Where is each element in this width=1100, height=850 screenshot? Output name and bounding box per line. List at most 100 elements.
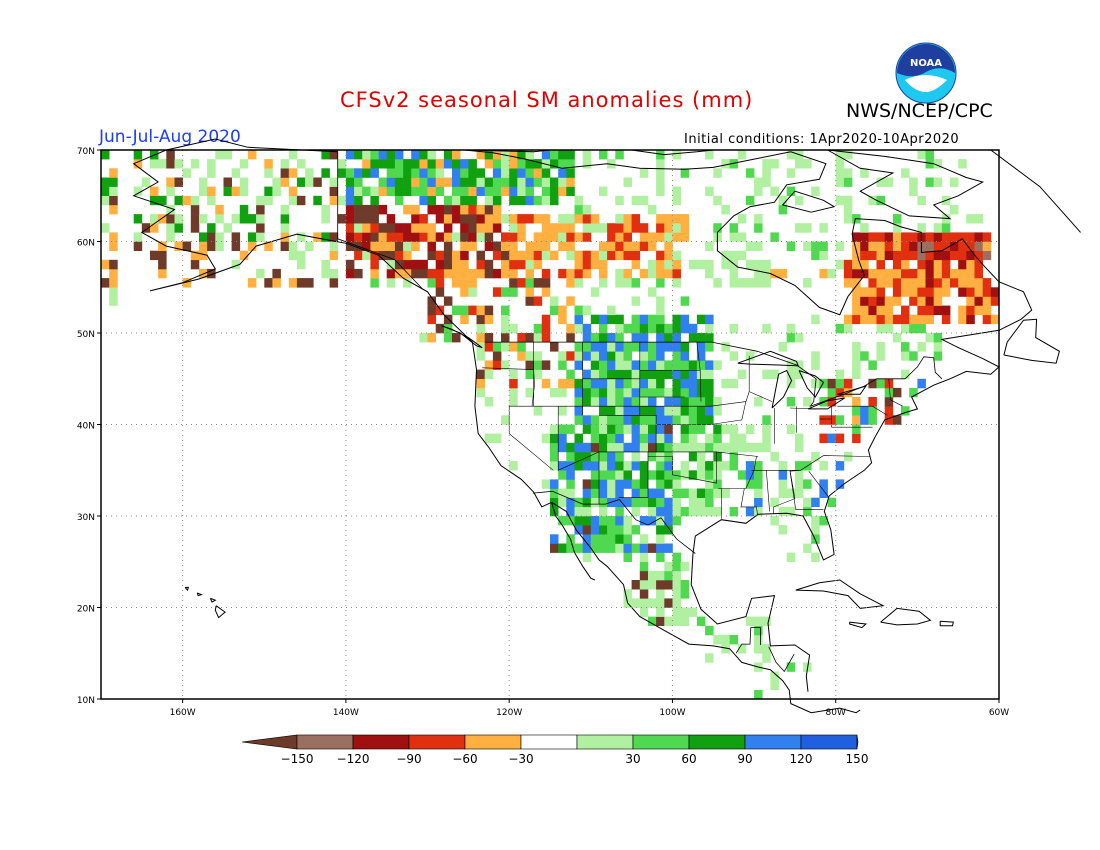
anomaly-cell <box>590 488 600 498</box>
anomaly-cell <box>345 195 355 206</box>
anomaly-cell <box>460 314 469 325</box>
anomaly-cell <box>550 250 559 261</box>
anomaly-cell <box>288 195 298 206</box>
coastlines <box>132 138 1081 714</box>
anomaly-cell <box>550 305 559 316</box>
anomaly-cell <box>933 287 943 297</box>
anomaly-cell <box>492 150 502 160</box>
anomaly-cell <box>615 543 624 553</box>
anomaly-cell <box>794 369 804 379</box>
anomaly-cell <box>868 415 877 425</box>
anomaly-cell <box>754 635 763 645</box>
anomaly-cell <box>492 360 502 370</box>
anomaly-cell <box>884 296 894 306</box>
anomaly-cell <box>925 268 934 279</box>
anomaly-cell <box>729 461 739 471</box>
anomaly-cell <box>615 415 624 425</box>
anomaly-cell <box>713 424 722 434</box>
anomaly-cell <box>427 232 436 242</box>
anomaly-cell <box>737 150 747 160</box>
anomaly-cell <box>705 461 714 471</box>
anomaly-cell <box>362 186 371 196</box>
anomaly-cell <box>590 415 600 425</box>
anomaly-cell <box>566 150 575 160</box>
anomaly-cell <box>868 406 877 416</box>
anomaly-cell <box>656 442 665 453</box>
anomaly-cell <box>223 150 232 160</box>
state-border <box>557 406 600 505</box>
legend-tick-label: 150 <box>846 752 869 766</box>
anomaly-cell <box>909 296 918 306</box>
anomaly-cell <box>476 369 485 379</box>
anomaly-cell <box>648 241 657 251</box>
anomaly-cell <box>452 159 461 169</box>
anomaly-cell <box>582 451 592 462</box>
anomaly-cell <box>337 168 347 178</box>
anomaly-cell <box>101 278 110 288</box>
country-border <box>337 151 424 291</box>
anomaly-cell <box>566 378 575 389</box>
anomaly-cell <box>868 278 877 288</box>
anomaly-cell <box>599 223 608 233</box>
anomaly-cell <box>558 360 567 370</box>
anomaly-cell <box>631 451 641 462</box>
legend-tick-label: 120 <box>790 752 813 766</box>
anomaly-cell <box>550 424 559 434</box>
anomaly-cell <box>656 589 665 599</box>
anomaly-cell <box>574 351 583 361</box>
anomaly-cell <box>501 241 510 251</box>
anomaly-cell <box>158 214 167 224</box>
anomaly-cell <box>901 278 910 288</box>
anomaly-cell <box>550 223 559 233</box>
anomaly-cell <box>607 516 616 526</box>
anomaly-cell <box>843 314 853 325</box>
anomaly-cell <box>713 223 722 233</box>
anomaly-cell <box>566 177 575 187</box>
anomaly-cell <box>754 644 763 654</box>
anomaly-cell <box>762 442 771 453</box>
anomaly-cell <box>541 268 551 279</box>
anomaly-cell <box>770 671 779 681</box>
anomaly-cell <box>729 250 739 261</box>
anomaly-cell <box>590 461 600 471</box>
anomaly-cell <box>778 506 788 517</box>
anomaly-cell <box>133 214 143 224</box>
anomaly-cell <box>729 223 739 233</box>
anomaly-cell <box>574 250 583 261</box>
anomaly-cell <box>337 195 347 206</box>
anomaly-cell <box>607 360 616 370</box>
anomaly-cell <box>370 259 379 270</box>
anomaly-cell <box>452 278 461 288</box>
anomaly-cell <box>648 580 657 590</box>
anomaly-cell <box>558 351 567 361</box>
coastline-segment <box>1003 318 1060 364</box>
anomaly-cell <box>558 378 567 389</box>
anomaly-cell <box>876 287 885 297</box>
anomaly-cell <box>525 186 534 196</box>
anomaly-cell <box>460 168 469 178</box>
anomaly-cell <box>917 250 926 261</box>
anomaly-cell <box>362 168 371 178</box>
anomaly-cell <box>852 397 861 407</box>
anomaly-cell <box>974 287 983 297</box>
anomaly-cell <box>403 223 412 233</box>
anomaly-cell <box>909 323 918 334</box>
anomaly-cell <box>362 250 371 261</box>
anomaly-cell <box>468 223 477 233</box>
anomaly-cell <box>574 415 583 425</box>
anomaly-cell <box>476 186 485 196</box>
anomaly-cell <box>150 250 159 261</box>
longitude-label: 100W <box>659 708 685 718</box>
anomaly-cell <box>729 351 739 361</box>
anomaly-cell <box>631 433 641 444</box>
anomaly-cell <box>345 150 355 160</box>
anomaly-cell <box>737 250 747 261</box>
anomaly-cell <box>843 204 853 215</box>
anomaly-cell <box>550 177 559 187</box>
anomaly-cell <box>982 241 992 251</box>
anomaly-cell <box>607 442 616 453</box>
anomaly-cell <box>403 186 412 196</box>
anomaly-cell <box>941 223 951 233</box>
anomaly-cell <box>835 241 845 251</box>
anomaly-cell <box>476 351 485 361</box>
